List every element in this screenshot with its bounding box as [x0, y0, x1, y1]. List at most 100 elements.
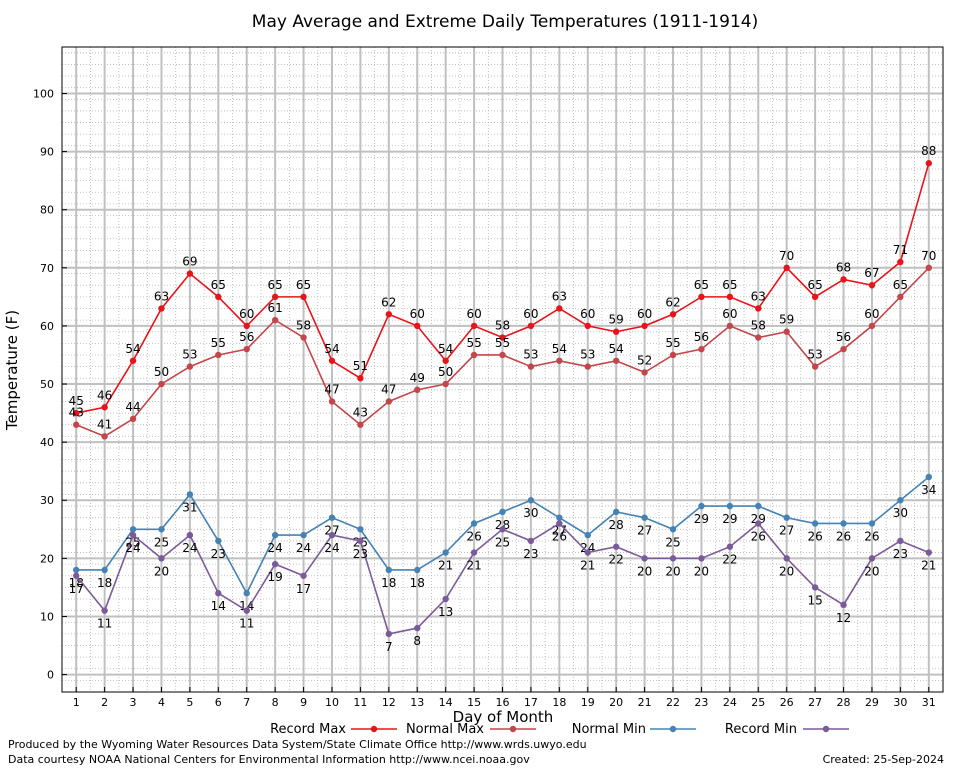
data-point-record-max: [641, 322, 648, 330]
data-label-record-min: 20: [154, 564, 169, 578]
series-normal-max: 43 41 44 50 53 55 56 61 58 47 43 47 49 50 55 55 53 54 53 54…: [69, 249, 936, 440]
data-point-normal-min: [726, 502, 734, 510]
data-label-normal-min: 26: [864, 529, 879, 543]
data-point-record-max: [129, 357, 137, 364]
data-label-normal-max: 55: [665, 336, 680, 350]
data-point-normal-min: [840, 520, 847, 527]
data-point-record-max: [186, 270, 194, 277]
legend-label-record-max: Record Max: [270, 722, 346, 737]
data-label-record-min: 24: [324, 541, 339, 555]
data-label-record-max: 65: [722, 278, 737, 292]
data-point-normal-min: [641, 514, 648, 521]
data-label-record-min: 20: [864, 564, 879, 578]
data-point-record-min: [868, 555, 876, 562]
data-label-record-max: 58: [495, 319, 510, 333]
data-label-record-max: 65: [211, 278, 226, 292]
data-label-record-max: 68: [836, 260, 851, 274]
data-label-normal-min: 27: [779, 524, 794, 538]
data-point-record-min: [158, 555, 165, 562]
data-point-record-min: [385, 630, 393, 638]
x-tick-label: 2: [101, 696, 108, 709]
data-point-normal-max: [897, 293, 904, 301]
data-label-record-min: 11: [239, 617, 254, 631]
data-label-normal-max: 56: [239, 330, 254, 344]
data-label-normal-min: 25: [665, 535, 680, 549]
data-label-record-min: 22: [722, 553, 737, 567]
x-tick-label: 6: [215, 696, 222, 709]
data-label-normal-max: 44: [125, 400, 140, 414]
data-point-normal-max: [385, 398, 393, 405]
legend-label-normal-max: Normal Max: [406, 722, 484, 737]
data-label-normal-max: 55: [466, 336, 481, 350]
x-tick-label: 16: [496, 696, 510, 709]
data-point-normal-min: [612, 508, 620, 516]
y-tick-label: 100: [33, 87, 54, 100]
data-point-normal-min: [385, 566, 393, 574]
data-label-normal-max: 53: [580, 348, 595, 362]
data-point-normal-min: [527, 497, 535, 504]
data-label-record-min: 12: [836, 611, 851, 625]
data-label-record-max: 65: [807, 278, 822, 292]
data-point-record-max: [328, 357, 336, 364]
data-label-record-max: 63: [751, 289, 766, 303]
data-point-record-max: [556, 305, 563, 312]
data-label-record-min: 17: [296, 582, 311, 596]
data-point-record-max: [499, 334, 506, 341]
data-label-normal-max: 49: [410, 371, 425, 385]
data-point-record-min: [641, 555, 648, 562]
data-point-normal-min: [868, 520, 876, 527]
data-point-record-max: [271, 293, 279, 301]
data-point-record-min: [470, 549, 478, 556]
y-tick-label: 0: [47, 669, 54, 682]
data-point-record-max: [612, 328, 620, 335]
data-point-record-min: [101, 607, 108, 614]
data-point-normal-min: [499, 508, 506, 516]
data-label-record-max: 60: [410, 307, 425, 321]
data-point-normal-min: [470, 520, 478, 527]
data-label-normal-max: 55: [495, 336, 510, 350]
data-point-normal-min: [101, 566, 108, 574]
data-point-normal-min: [897, 497, 904, 504]
data-point-normal-max: [271, 316, 279, 324]
x-tick-label: 26: [780, 696, 794, 709]
data-label-record-max: 54: [438, 342, 453, 356]
data-point-normal-min: [357, 526, 364, 533]
data-label-record-max: 62: [665, 295, 680, 309]
x-tick-label: 14: [439, 696, 453, 709]
data-label-normal-max: 50: [154, 365, 169, 379]
data-point-record-max: [300, 293, 307, 301]
data-label-record-min: 25: [495, 535, 510, 549]
data-point-record-min: [357, 537, 364, 545]
data-point-record-min: [271, 560, 279, 568]
data-point-record-max: [897, 258, 904, 266]
y-tick-label: 50: [40, 378, 54, 391]
data-label-record-min: 17: [69, 582, 84, 596]
data-point-record-min: [698, 555, 705, 562]
data-point-normal-max: [840, 345, 847, 353]
data-label-record-max: 63: [154, 289, 169, 303]
data-point-record-max: [783, 264, 790, 272]
data-label-record-min: 26: [751, 529, 766, 543]
data-label-record-min: 8: [413, 634, 421, 648]
data-label-normal-min: 24: [296, 541, 311, 555]
data-label-normal-max: 60: [864, 307, 879, 321]
data-label-normal-min: 26: [466, 529, 481, 543]
data-point-record-min: [755, 520, 762, 527]
data-label-normal-min: 21: [438, 559, 453, 573]
data-label-record-min: 20: [694, 564, 709, 578]
legend-label-record-min: Record Min: [725, 722, 797, 737]
data-point-normal-min: [243, 590, 250, 597]
data-point-record-max: [442, 357, 449, 364]
data-point-normal-max: [755, 334, 762, 341]
data-label-record-min: 24: [182, 541, 197, 555]
data-point-normal-max: [527, 363, 535, 370]
data-label-normal-max: 54: [609, 342, 624, 356]
data-label-normal-max: 55: [211, 336, 226, 350]
series-record-max: 45 46 54 63 69 65 60 65 65 54 51 62 60 54 60 58 60 63 60 59…: [69, 144, 936, 417]
data-point-normal-max: [215, 351, 222, 359]
data-point-normal-min: [73, 566, 80, 574]
data-label-normal-min: 14: [239, 599, 254, 613]
data-point-record-max: [385, 311, 393, 318]
data-point-record-max: [726, 293, 734, 301]
